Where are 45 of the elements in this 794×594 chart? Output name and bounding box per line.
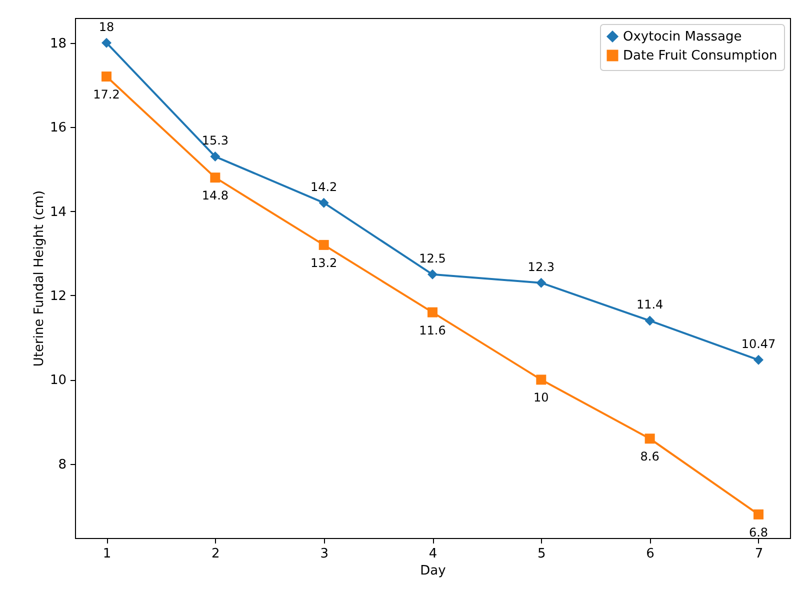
y-tick-label: 18 (50, 36, 66, 52)
point (318, 198, 329, 208)
point (102, 38, 112, 48)
x-tick-label: 7 (754, 546, 764, 562)
y-tick-label: 12 (50, 288, 66, 304)
data-label: 10.47 (741, 336, 776, 351)
y-tick-label: 10 (50, 373, 66, 388)
y-tick-label: 14 (50, 204, 66, 220)
data-label: 15.3 (202, 134, 229, 148)
y-tick-label: 8 (58, 457, 66, 472)
point (536, 278, 546, 288)
data-label: 10 (534, 390, 549, 405)
x-tick-label: 6 (646, 546, 654, 562)
data-label: 11.6 (419, 323, 446, 338)
legend-label: Date Fruit Consumption (623, 48, 778, 64)
x-tick-label: 1 (102, 546, 112, 562)
point (428, 307, 438, 318)
point (210, 172, 220, 183)
x-axis-title: Day (420, 564, 446, 578)
point (644, 316, 655, 326)
data-label: 17.2 (93, 88, 120, 102)
point (318, 240, 329, 250)
data-label: 14.2 (310, 180, 338, 194)
data-label: 14.8 (202, 188, 229, 203)
data-label: 12.3 (528, 260, 555, 274)
data-label: 6.8 (748, 525, 768, 540)
x-tick-label: 5 (538, 546, 546, 562)
point (210, 152, 220, 162)
point (644, 434, 655, 444)
point (753, 509, 764, 520)
data-label: 11.4 (636, 298, 664, 312)
x-tick-label: 3 (320, 546, 328, 562)
data-label: 12.5 (419, 251, 446, 266)
data-label: 8.6 (640, 450, 660, 464)
x-tick-label: 2 (212, 546, 220, 562)
point (536, 374, 546, 385)
x-tick-label: 4 (428, 546, 438, 562)
data-label: 18 (98, 20, 114, 34)
legend-label: Oxytocin Massage (623, 30, 742, 44)
y-axis-title: Uterine Fundal Height (cm) (32, 190, 47, 367)
point (102, 72, 112, 82)
data-label: 13.2 (310, 256, 338, 270)
point (428, 269, 438, 280)
y-tick-label: 16 (50, 120, 66, 136)
point (753, 354, 764, 365)
